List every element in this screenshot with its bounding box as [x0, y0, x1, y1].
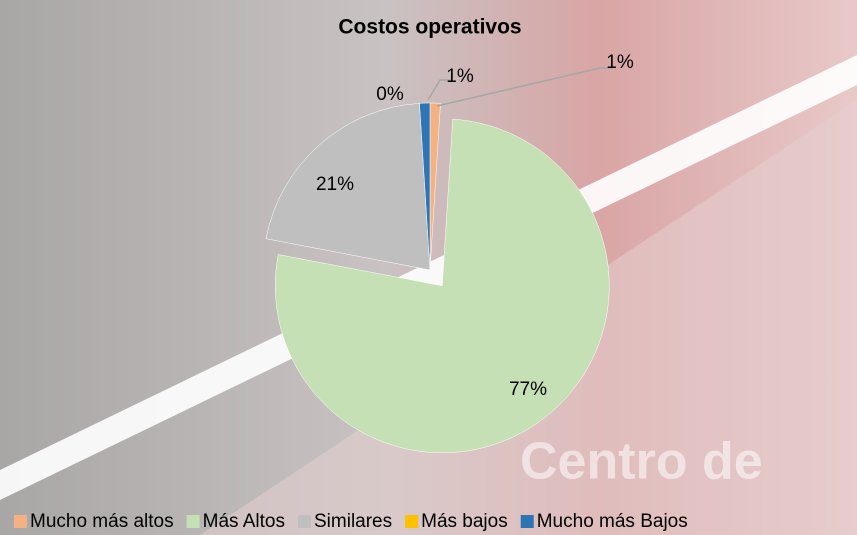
data-label: 77%	[509, 379, 547, 400]
legend-label: Mucho más altos	[30, 511, 174, 532]
legend-label: Similares	[314, 511, 392, 532]
chart: Centro de Costos operativos 1% 77% 21% 0% 1%…	[0, 0, 857, 535]
legend-swatch	[405, 515, 418, 528]
data-label: 1%	[446, 66, 474, 87]
legend-swatch	[298, 515, 311, 528]
legend-swatch	[14, 515, 27, 528]
legend-swatch	[187, 515, 200, 528]
legend-swatch	[521, 515, 534, 528]
data-label: 21%	[316, 174, 354, 195]
legend-label: Mucho más Bajos	[537, 511, 688, 532]
legend-label: Más bajos	[421, 511, 508, 532]
chart-title: Costos operativos	[338, 16, 521, 39]
legend-label: Más Altos	[203, 511, 285, 532]
watermark: Centro de	[520, 433, 763, 491]
data-label: 0%	[376, 84, 404, 105]
data-label: 1%	[606, 52, 634, 73]
page: {"chart_data": {"type": "pie", "title": …	[0, 0, 857, 535]
